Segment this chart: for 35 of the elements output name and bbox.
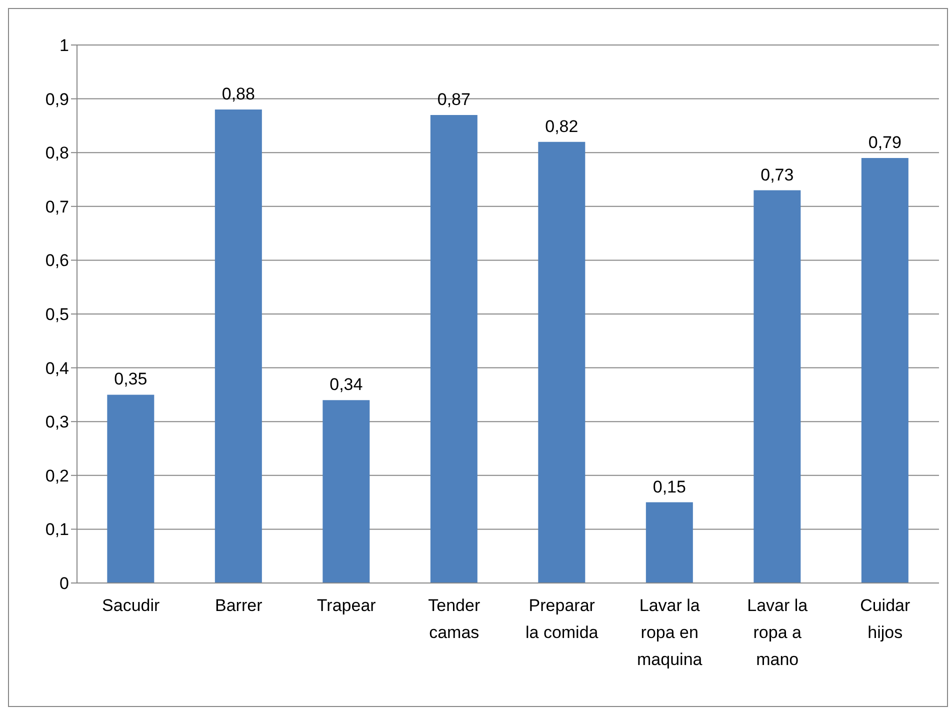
- x-tick-label: Sacudir: [102, 596, 160, 615]
- data-label: 0,88: [222, 84, 255, 104]
- bar: [861, 158, 908, 583]
- bar: [538, 142, 586, 583]
- y-tick-label: 0,3: [45, 412, 69, 432]
- y-tick-label: 0,4: [45, 358, 69, 378]
- data-label: 0,34: [330, 375, 363, 394]
- x-tick-label: Lavar la ropa a mano: [747, 596, 808, 669]
- x-tick-label: Cuidar hijos: [860, 596, 910, 642]
- y-tick-label: 0,9: [45, 90, 69, 109]
- x-tick-label: Trapear: [316, 596, 376, 615]
- y-tick-label: 0,6: [45, 251, 69, 270]
- x-tick-label: Lavar la ropa en maquina: [637, 596, 703, 669]
- data-label: 0,15: [652, 477, 686, 496]
- y-tick-label: 0,1: [45, 520, 69, 540]
- bar: [646, 502, 693, 583]
- bar: [107, 394, 154, 583]
- data-label: 0,82: [545, 116, 578, 136]
- data-label: 0,35: [114, 370, 148, 389]
- bar: [322, 400, 370, 583]
- y-tick-label: 0,2: [45, 466, 69, 486]
- x-tick-label: Barrer: [215, 596, 263, 615]
- data-label: 0,79: [868, 132, 902, 152]
- y-tick-label: 0: [60, 574, 69, 594]
- x-tick-label: Tender camas: [428, 596, 480, 642]
- data-label: 0,73: [760, 165, 794, 184]
- y-tick-label: 1: [60, 36, 69, 56]
- bar: [214, 110, 262, 583]
- y-tick-label: 0,8: [45, 144, 69, 163]
- y-tick-label: 0,5: [45, 305, 69, 324]
- bar: [754, 190, 801, 583]
- y-tick-label: 0,7: [45, 197, 69, 216]
- bar: [430, 114, 478, 583]
- data-label: 0,87: [437, 90, 470, 109]
- x-tick-label: Preparar la comida: [525, 596, 599, 642]
